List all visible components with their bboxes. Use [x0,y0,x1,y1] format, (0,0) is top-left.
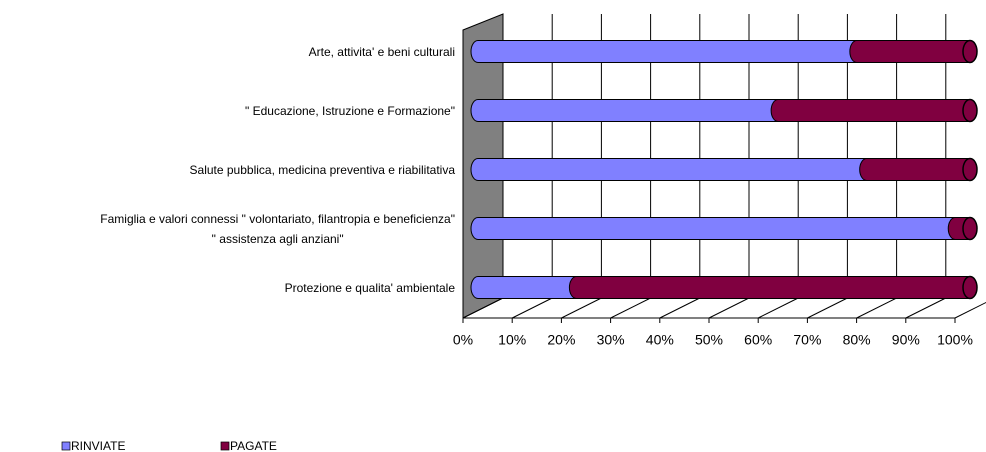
bar [470,276,584,299]
x-tick-label: 0% [453,332,473,348]
bar [470,99,786,122]
floor-grid-line [561,297,602,319]
bar [470,158,875,181]
floor-grid-line [856,297,897,319]
x-tick-label: 60% [744,332,772,348]
x-tick-label: 70% [793,332,821,348]
floor-grid-line [807,297,848,319]
y-tick-label: Famiglia e valori connessi " volontariat… [100,211,455,246]
floor-grid-line [708,297,750,319]
x-tick-label: 20% [547,332,575,348]
floor-grid-line [905,297,947,319]
x-tick-label: 10% [498,332,526,348]
x-tick-label: 80% [843,332,871,348]
floor-grid-line [610,297,651,319]
bar [470,40,865,63]
bar [770,99,978,122]
y-tick-label: Salute pubblica, medicina preventiva e r… [189,162,455,177]
bar [470,217,963,240]
x-tick-label: 100% [937,332,973,348]
legend-label: RINVIATE [71,439,125,452]
floor-grid-line [511,297,553,319]
legend-label: PAGATE [230,439,277,452]
floor-grid-line [659,297,701,319]
x-tick-label: 40% [646,332,674,348]
bar-cap [962,157,978,182]
x-tick-label: 50% [695,332,723,348]
bar-cap [962,98,978,123]
y-tick-label: Protezione e qualita' ambientale [284,280,455,295]
x-tick-label: 30% [597,332,625,348]
legend-swatch [220,441,230,451]
x-tick-label: 90% [892,332,920,348]
bar [859,158,978,181]
y-tick-label: " Educazione, Istruzione e Formazione" [245,103,455,118]
bar [568,276,978,299]
legend-swatch [61,441,71,451]
bar-cap [962,216,978,241]
floor-grid-line [462,297,504,319]
floor-grid-line [954,301,986,319]
bar [849,40,978,63]
floor-grid-line [757,297,799,319]
y-tick-label: Arte, attivita' e beni culturali [308,44,455,59]
bar-cap [962,39,978,64]
bar-cap [962,275,978,300]
